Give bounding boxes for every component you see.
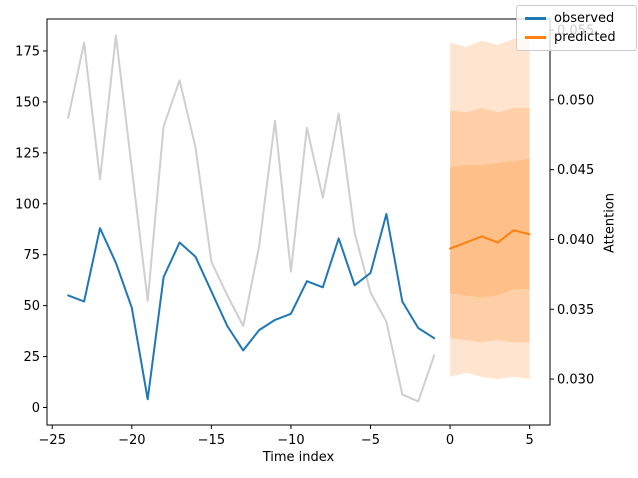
right-y-tick-label: 0.045 bbox=[557, 163, 594, 178]
observed-line-swatch bbox=[525, 17, 546, 20]
legend-item-observed: observed bbox=[525, 11, 628, 26]
right-y-tick-label: 0.040 bbox=[557, 233, 594, 248]
legend-label-observed: observed bbox=[554, 11, 615, 26]
predicted-line-swatch bbox=[525, 36, 546, 39]
left-y-tick-label: 125 bbox=[15, 146, 40, 161]
prediction-band-inner bbox=[450, 159, 530, 298]
attention-line bbox=[67, 34, 436, 403]
x-tick-label: 0 bbox=[446, 433, 454, 448]
left-y-tick-label: 25 bbox=[23, 350, 40, 365]
prediction-band-middle bbox=[450, 108, 530, 343]
right-y-axis-label: Attention bbox=[602, 193, 618, 253]
right-y-tick-label: 0.030 bbox=[557, 373, 594, 388]
x-axis-label: Time index bbox=[262, 450, 335, 465]
x-tick-label: −10 bbox=[277, 433, 304, 448]
right-y-tick-label: 0.035 bbox=[557, 303, 594, 318]
legend-label-predicted: predicted bbox=[554, 30, 616, 45]
right-y-tick-label: 0.050 bbox=[557, 93, 594, 108]
prediction-band-outer bbox=[450, 36, 530, 379]
x-tick-label: −15 bbox=[198, 433, 225, 448]
left-y-tick-label: 50 bbox=[23, 299, 40, 314]
left-y-tick-label: 75 bbox=[23, 248, 40, 263]
legend: observed predicted bbox=[516, 5, 637, 51]
legend-item-predicted: predicted bbox=[525, 30, 628, 45]
observed-line bbox=[67, 213, 436, 401]
axis-ticks bbox=[43, 29, 554, 429]
predicted-line bbox=[449, 229, 531, 250]
left-y-tick-label: 150 bbox=[15, 95, 40, 110]
left-y-tick-label: 100 bbox=[15, 197, 40, 212]
x-tick-label: −5 bbox=[361, 433, 380, 448]
plot-spines bbox=[46, 18, 551, 426]
axis-tick-labels: −25 −20 −15 −10 −5 0 502550751001251501750.030… bbox=[15, 24, 594, 448]
left-y-tick-label: 0 bbox=[32, 401, 40, 416]
prediction-bands bbox=[450, 36, 530, 379]
x-tick-label: −20 bbox=[118, 433, 145, 448]
x-tick-label: 5 bbox=[525, 433, 533, 448]
left-y-tick-label: 175 bbox=[15, 44, 40, 59]
x-tick-label: −25 bbox=[39, 433, 66, 448]
